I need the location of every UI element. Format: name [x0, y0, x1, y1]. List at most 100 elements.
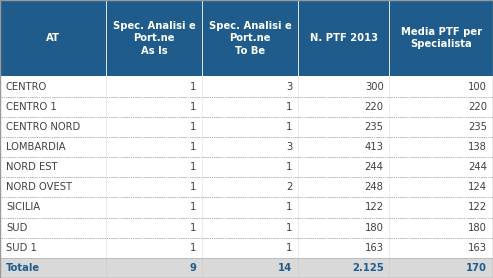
Text: 170: 170: [466, 263, 487, 273]
Bar: [298, 137, 389, 157]
Bar: [298, 157, 389, 177]
Bar: [202, 157, 298, 177]
Text: 180: 180: [468, 223, 487, 233]
Bar: [0, 258, 106, 278]
Text: 1: 1: [190, 223, 196, 233]
Bar: [106, 217, 202, 238]
Bar: [202, 238, 298, 258]
Bar: [389, 197, 493, 217]
Text: 220: 220: [468, 102, 487, 112]
Text: SUD: SUD: [6, 223, 27, 233]
Text: 2.125: 2.125: [352, 263, 384, 273]
Bar: [202, 217, 298, 238]
Text: 1: 1: [286, 122, 292, 132]
Text: 1: 1: [286, 223, 292, 233]
Text: 163: 163: [364, 243, 384, 253]
Bar: [106, 117, 202, 137]
Bar: [106, 177, 202, 197]
Bar: [106, 0, 202, 76]
Bar: [298, 197, 389, 217]
Text: 9: 9: [189, 263, 196, 273]
Text: 1: 1: [190, 182, 196, 192]
Bar: [298, 97, 389, 117]
Bar: [389, 137, 493, 157]
Bar: [389, 157, 493, 177]
Text: NORD OVEST: NORD OVEST: [6, 182, 72, 192]
Bar: [106, 197, 202, 217]
Bar: [202, 258, 298, 278]
Text: Spec. Analisi e
Port.ne
To Be: Spec. Analisi e Port.ne To Be: [209, 21, 291, 56]
Bar: [0, 157, 106, 177]
Bar: [389, 177, 493, 197]
Text: 1: 1: [286, 202, 292, 212]
Bar: [0, 76, 106, 97]
Text: SUD 1: SUD 1: [6, 243, 37, 253]
Bar: [298, 177, 389, 197]
Text: 180: 180: [365, 223, 384, 233]
Text: 2: 2: [286, 182, 292, 192]
Bar: [106, 238, 202, 258]
Bar: [389, 258, 493, 278]
Bar: [106, 97, 202, 117]
Text: 1: 1: [286, 162, 292, 172]
Bar: [0, 238, 106, 258]
Bar: [389, 238, 493, 258]
Bar: [389, 76, 493, 97]
Text: 122: 122: [364, 202, 384, 212]
Bar: [106, 137, 202, 157]
Text: 1: 1: [190, 142, 196, 152]
Bar: [0, 0, 106, 76]
Text: NORD EST: NORD EST: [6, 162, 57, 172]
Bar: [389, 0, 493, 76]
Text: CENTRO 1: CENTRO 1: [6, 102, 57, 112]
Text: 413: 413: [365, 142, 384, 152]
Text: 138: 138: [468, 142, 487, 152]
Text: 1: 1: [190, 102, 196, 112]
Text: 235: 235: [364, 122, 384, 132]
Text: 100: 100: [468, 81, 487, 91]
Bar: [106, 258, 202, 278]
Bar: [202, 177, 298, 197]
Bar: [389, 117, 493, 137]
Bar: [0, 97, 106, 117]
Bar: [106, 76, 202, 97]
Bar: [0, 137, 106, 157]
Text: 244: 244: [468, 162, 487, 172]
Text: 244: 244: [365, 162, 384, 172]
Text: 1: 1: [286, 243, 292, 253]
Bar: [0, 117, 106, 137]
Bar: [202, 76, 298, 97]
Text: LOMBARDIA: LOMBARDIA: [6, 142, 66, 152]
Text: SICILIA: SICILIA: [6, 202, 40, 212]
Text: 220: 220: [364, 102, 384, 112]
Bar: [298, 258, 389, 278]
Text: 14: 14: [278, 263, 292, 273]
Text: Totale: Totale: [6, 263, 40, 273]
Text: 3: 3: [286, 142, 292, 152]
Bar: [106, 157, 202, 177]
Text: CENTRO NORD: CENTRO NORD: [6, 122, 80, 132]
Bar: [298, 0, 389, 76]
Text: AT: AT: [46, 33, 60, 43]
Text: 1: 1: [286, 102, 292, 112]
Bar: [0, 197, 106, 217]
Bar: [389, 217, 493, 238]
Bar: [202, 117, 298, 137]
Text: 248: 248: [365, 182, 384, 192]
Text: 124: 124: [468, 182, 487, 192]
Text: 163: 163: [468, 243, 487, 253]
Text: N. PTF 2013: N. PTF 2013: [310, 33, 378, 43]
Text: 122: 122: [468, 202, 487, 212]
Text: Media PTF per
Specialista: Media PTF per Specialista: [401, 27, 482, 49]
Text: Spec. Analisi e
Port.ne
As Is: Spec. Analisi e Port.ne As Is: [113, 21, 195, 56]
Text: CENTRO: CENTRO: [6, 81, 47, 91]
Bar: [389, 97, 493, 117]
Text: 1: 1: [190, 162, 196, 172]
Text: 300: 300: [365, 81, 384, 91]
Text: 1: 1: [190, 243, 196, 253]
Bar: [0, 177, 106, 197]
Text: 1: 1: [190, 122, 196, 132]
Bar: [298, 117, 389, 137]
Bar: [202, 0, 298, 76]
Text: 1: 1: [190, 81, 196, 91]
